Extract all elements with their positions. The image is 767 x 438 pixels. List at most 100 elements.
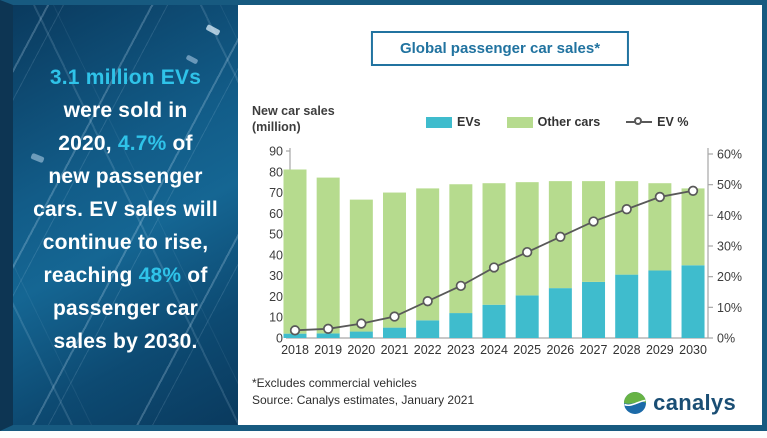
ev-pct-marker-2022 xyxy=(422,296,433,307)
stacked-bar-line-chart: 01020304050607080900%10%20%30%40%50%60%2… xyxy=(269,145,742,358)
panel-text-line: sales by 2030. xyxy=(53,325,197,358)
bar-ev-2021 xyxy=(383,327,407,338)
ev-pct-marker-2028 xyxy=(621,204,632,215)
left-photo-panel: 3.1 million EVs were sold in 2020, 4.7% of… xyxy=(13,5,238,425)
right-axis-tick-label: 50% xyxy=(717,178,742,192)
ev-pct-marker-2019 xyxy=(323,323,334,334)
left-axis-tick-label: 0 xyxy=(276,332,283,346)
panel-text-segment: continue to rise, xyxy=(42,230,209,254)
left-axis-label-line2: (million) xyxy=(252,120,301,134)
ev-pct-marker-2021 xyxy=(389,311,400,322)
chart-panel: Global passenger car sales* New car sale… xyxy=(238,5,762,425)
left-axis-tick-label: 40 xyxy=(269,248,283,262)
bar-other-2023 xyxy=(449,184,473,314)
bar-other-2019 xyxy=(316,177,340,334)
panel-text-segment: cars. EV sales will xyxy=(33,197,218,221)
ev-pct-marker-2030 xyxy=(687,185,699,196)
bar-ev-2029 xyxy=(648,270,672,338)
line-marker-icon xyxy=(626,117,653,127)
footnote-source: Source: Canalys estimates, January 2021 xyxy=(252,393,475,407)
ev-pct-marker-2024 xyxy=(488,262,500,273)
x-axis-label-2023: 2023 xyxy=(447,343,475,357)
panel-text-line: new passenger xyxy=(48,160,202,193)
panel-summary-text: 3.1 million EVs were sold in 2020, 4.7% of… xyxy=(13,5,238,425)
panel-text-line: continue to rise, xyxy=(43,226,209,259)
panel-text-line: were sold in xyxy=(64,94,188,127)
bar-other-2030 xyxy=(681,188,705,266)
footnotes: *Excludes commercial vehicles Source: Ca… xyxy=(252,375,474,409)
panel-text-segment: of xyxy=(181,263,208,287)
x-axis-label-2024: 2024 xyxy=(480,343,508,357)
left-axis-tick-label: 90 xyxy=(269,145,283,159)
panel-text-line: cars. EV sales will xyxy=(33,193,218,226)
ev-pct-marker-2025 xyxy=(522,246,533,258)
bar-ev-2019 xyxy=(316,333,340,338)
canalys-logo-text: canalys xyxy=(653,390,736,415)
bar-other-2028 xyxy=(615,181,639,275)
bar-other-2021 xyxy=(383,192,407,328)
panel-text-line: reaching 48% of xyxy=(43,259,207,292)
panel-text-line: 3.1 million EVs xyxy=(50,61,201,94)
right-axis-tick-label: 0% xyxy=(717,332,735,346)
bar-ev-2018 xyxy=(283,333,307,338)
right-axis-tick-label: 10% xyxy=(717,301,742,315)
bar-ev-2020 xyxy=(349,331,373,338)
canalys-logo: canalys xyxy=(623,390,736,416)
x-axis-label-2026: 2026 xyxy=(546,343,574,357)
left-axis-label: New car sales (million) xyxy=(252,103,335,135)
highlight-text: 3.1 million EVs xyxy=(49,65,202,89)
panel-text-segment: of xyxy=(166,131,193,155)
left-axis-tick-label: 20 xyxy=(269,290,283,304)
chart-legend: EVs Other cars EV % xyxy=(426,115,688,129)
x-axis-label-2029: 2029 xyxy=(646,343,674,357)
ev-pct-marker-2020 xyxy=(356,318,367,329)
x-axis-label-2022: 2022 xyxy=(414,343,442,357)
ev-pct-marker-2027 xyxy=(588,216,599,227)
panel-text-segment: new passenger xyxy=(48,164,203,188)
right-axis-tick-label: 40% xyxy=(717,209,742,223)
bar-ev-2026 xyxy=(548,288,572,338)
left-axis-tick-label: 10 xyxy=(269,311,283,325)
x-axis-label-2028: 2028 xyxy=(613,343,641,357)
panel-text-segment: sales by 2030. xyxy=(53,329,198,353)
bar-other-2022 xyxy=(416,188,440,321)
bar-other-2027 xyxy=(582,181,606,282)
ev-pct-marker-2026 xyxy=(555,231,566,242)
bar-other-2024 xyxy=(482,183,506,305)
left-axis-tick-label: 70 xyxy=(269,186,283,200)
legend-label-evs: EVs xyxy=(457,115,481,129)
ev-swatch-icon xyxy=(426,116,452,128)
x-axis-label-2020: 2020 xyxy=(347,343,375,357)
panel-text-segment: reaching xyxy=(43,263,139,287)
right-axis-tick-label: 30% xyxy=(717,240,742,254)
bar-ev-2025 xyxy=(515,295,539,338)
panel-text-segment: were sold in xyxy=(63,98,188,122)
bar-ev-2027 xyxy=(582,281,606,338)
left-axis-tick-label: 50 xyxy=(269,228,283,242)
left-axis-tick-label: 80 xyxy=(269,165,283,179)
right-axis-tick-label: 20% xyxy=(717,270,742,284)
legend-item-evs: EVs xyxy=(426,115,481,129)
footnote-exclusion: *Excludes commercial vehicles xyxy=(252,376,417,390)
panel-text-line: passenger car xyxy=(53,292,198,325)
panel-text-segment: 2020, xyxy=(58,131,118,155)
x-axis-label-2025: 2025 xyxy=(513,343,541,357)
highlight-text: 48% xyxy=(138,263,182,287)
left-axis-label-line1: New car sales xyxy=(252,104,335,118)
ev-pct-marker-2018 xyxy=(289,325,301,336)
legend-label-other-cars: Other cars xyxy=(537,115,601,129)
legend-item-ev-pct: EV % xyxy=(626,115,688,129)
highlight-text: 4.7% xyxy=(117,131,167,155)
other-cars-swatch-icon xyxy=(506,116,533,128)
legend-label-ev-pct: EV % xyxy=(657,115,689,129)
bar-ev-2024 xyxy=(482,304,506,338)
canalys-globe-icon xyxy=(624,392,647,414)
left-axis-tick-label: 60 xyxy=(269,207,283,221)
ev-pct-marker-2029 xyxy=(654,191,666,203)
bar-ev-2023 xyxy=(449,313,473,338)
bar-other-2020 xyxy=(349,199,373,332)
bar-ev-2030 xyxy=(681,265,705,338)
x-axis-label-2021: 2021 xyxy=(381,343,409,357)
bar-other-2018 xyxy=(283,169,307,334)
